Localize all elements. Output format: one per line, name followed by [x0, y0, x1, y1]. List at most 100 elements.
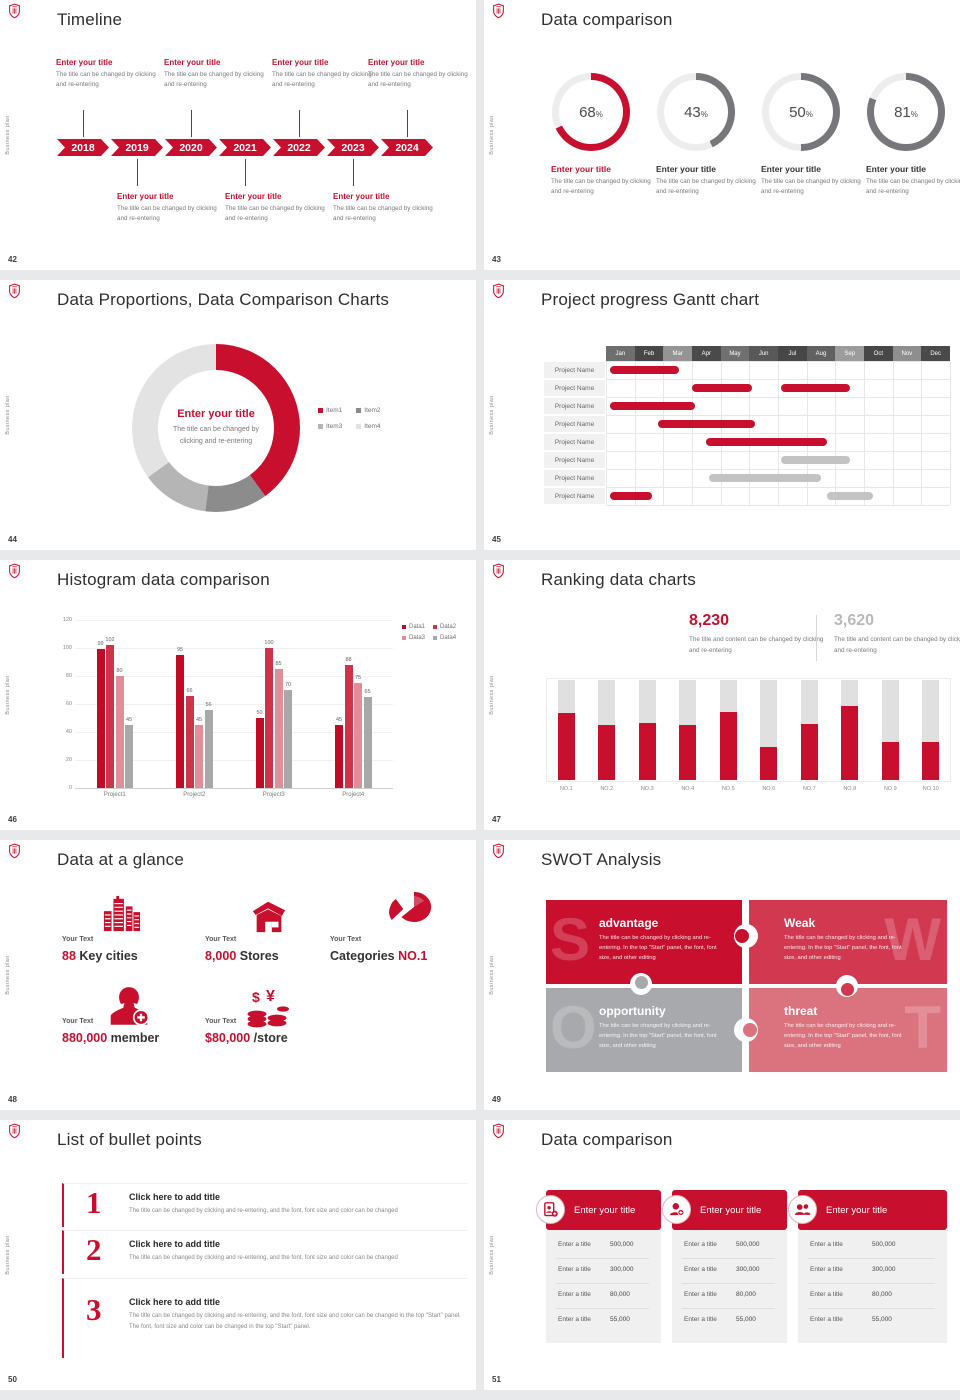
- gauge-caption-desc: The title can be changed by clicking and…: [866, 178, 960, 196]
- slide-47-ranking[interactable]: Business plan Ranking data charts 8,230 …: [484, 560, 960, 830]
- x-axis-category-label: Project1: [103, 792, 126, 798]
- gantt-month-header: Dec: [921, 346, 950, 361]
- donut-gauge-hole: 50%: [769, 80, 833, 144]
- gauge-caption-desc: The title can be changed by clicking and…: [551, 178, 651, 196]
- gantt-month-header: Jun: [749, 346, 778, 361]
- gauge-caption-desc: The title can be changed by clicking and…: [656, 178, 756, 196]
- legend-item: Item1: [318, 407, 342, 414]
- timeline-item: Enter your title The title can be changed…: [164, 58, 268, 90]
- legend-label: Item2: [364, 407, 381, 414]
- swot-tile-weak: W Weak The title can be changed by clickin…: [749, 900, 947, 984]
- gantt-month-header: Apr: [692, 346, 721, 361]
- bullet-desc: The title can be changed by clicking and…: [129, 1313, 461, 1330]
- gantt-row-label: Project Name: [544, 398, 605, 414]
- legend-swatch: [433, 636, 438, 640]
- slide-51-data-cards[interactable]: Business plan Data comparison Enter your…: [484, 1120, 960, 1390]
- histogram-bar-value: 66: [186, 687, 193, 694]
- legend-label: Data2: [440, 624, 457, 630]
- gantt-month-header: May: [720, 346, 750, 361]
- card-row-label: Enter a title: [558, 1266, 591, 1273]
- histogram-bar-value: 75: [354, 675, 362, 681]
- slide-50-bullets[interactable]: Business plan List of bullet points 1 Cli…: [0, 1120, 476, 1390]
- histogram-bar-value: 80: [116, 668, 123, 674]
- slide-42-timeline[interactable]: Business plan Timeline 2018 2019 2020 2021 2…: [0, 0, 476, 270]
- card-row-divider: [682, 1283, 775, 1284]
- card-row-label: Enter a title: [810, 1266, 843, 1273]
- bullet-desc: The title can be changed by clicking and…: [129, 1255, 398, 1261]
- gridline: [75, 732, 393, 733]
- card-header-title: Enter your title: [700, 1205, 762, 1216]
- card-row-divider: [682, 1258, 775, 1259]
- bullet-title: Click here to add title: [129, 1297, 221, 1307]
- gantt-grid-vline: [950, 361, 951, 505]
- slide-43-data-comparison[interactable]: Business plan Data comparison 68% Enter y…: [484, 0, 960, 270]
- card-row-divider: [808, 1258, 935, 1259]
- timeline-item-title: Enter your title: [164, 58, 221, 67]
- gauge-value-unit: %: [595, 109, 603, 119]
- swot-tile-title: threat: [784, 1004, 818, 1018]
- donut-center-desc: The title can be changed by clicking and…: [172, 426, 259, 445]
- y-axis-tick-label: 20: [65, 757, 72, 763]
- gantt-month-header: Jan: [606, 346, 635, 361]
- histogram-bar-value: 102: [105, 637, 115, 644]
- card-row-value: 55,000: [736, 1316, 756, 1323]
- glance-item-value: 8,000 Stores: [205, 949, 279, 963]
- legend-label: Data3: [409, 635, 426, 641]
- timeline-years-row: 2018 2019 2020 2021 2022 2023 2024: [57, 139, 433, 156]
- swot-watermark-letter: W: [884, 906, 941, 973]
- gridline: [75, 676, 393, 677]
- legend-label: Data4: [440, 635, 457, 641]
- gantt-grid-hline: [606, 505, 950, 506]
- card-row-value: 80,000: [872, 1291, 892, 1298]
- swot-tile-desc: The title can be changed by clicking and…: [599, 935, 717, 962]
- pie-chart-canvas: Enter your title The title can be changed…: [0, 280, 476, 550]
- gantt-bar: [610, 492, 652, 500]
- person-add-icon: [662, 1195, 691, 1224]
- timeline-year-chevron: 2023: [327, 139, 379, 156]
- slide-45-gantt[interactable]: Business plan Project progress Gantt cha…: [484, 280, 960, 550]
- glance-item-label: Your Text: [62, 936, 94, 943]
- glance-item-label: Your Text: [205, 1018, 237, 1025]
- gridline: [75, 620, 393, 621]
- gantt-bar: [657, 420, 756, 428]
- contact-card-icon: [536, 1195, 565, 1224]
- histogram-bar: [106, 645, 114, 788]
- card-row-label: Enter a title: [558, 1241, 591, 1248]
- histogram-bar: [185, 695, 194, 788]
- timeline-canvas: 2018 2019 2020 2021 2022 2023 2024 Enter your t…: [0, 0, 476, 270]
- gridline: [75, 704, 393, 705]
- card-row-divider: [556, 1308, 649, 1309]
- slide-46-histogram[interactable]: Business plan Histogram data comparison …: [0, 560, 476, 830]
- shield-logo-icon: [492, 843, 505, 859]
- shield-logo-icon: [8, 1123, 21, 1139]
- legend-label: Data1: [409, 624, 426, 630]
- timeline-year-chevron: 2020: [165, 139, 217, 156]
- swot-watermark-letter: O: [550, 994, 597, 1061]
- ranking-bar-fill: [800, 724, 818, 780]
- slide-title: Timeline: [57, 10, 123, 29]
- gauge-value-unit: %: [700, 109, 708, 119]
- gauge-value-number: 43: [684, 103, 701, 121]
- histogram-bar: [363, 697, 372, 788]
- gantt-grid-hline: [606, 361, 950, 362]
- gantt-row-label: Project Name: [544, 434, 605, 450]
- glance-value-accent: 8,000: [205, 949, 237, 963]
- slide-48-data-glance[interactable]: Business plan Data at a glance Your Text…: [0, 840, 476, 1110]
- gantt-row-label: Project Name: [544, 362, 605, 378]
- card-row-label: Enter a title: [684, 1316, 717, 1323]
- gantt-grid-hline: [606, 379, 950, 380]
- people-icon: [788, 1195, 817, 1224]
- card-row-value: 80,000: [736, 1291, 756, 1298]
- legend-item: Item2: [356, 407, 381, 414]
- card-row-divider: [808, 1283, 935, 1284]
- histogram-bar-value: 88: [345, 656, 352, 663]
- timeline-year-chevron: 2024: [381, 139, 433, 156]
- legend-label: Item3: [326, 423, 343, 430]
- card-row-value: 300,000: [610, 1266, 634, 1273]
- slide-44-data-proportions[interactable]: Business plan Data Proportions, Data Com…: [0, 280, 476, 550]
- page-number: 43: [492, 255, 501, 264]
- y-axis-tick-label: 60: [65, 701, 72, 707]
- gantt-month-header: Sep: [835, 346, 864, 361]
